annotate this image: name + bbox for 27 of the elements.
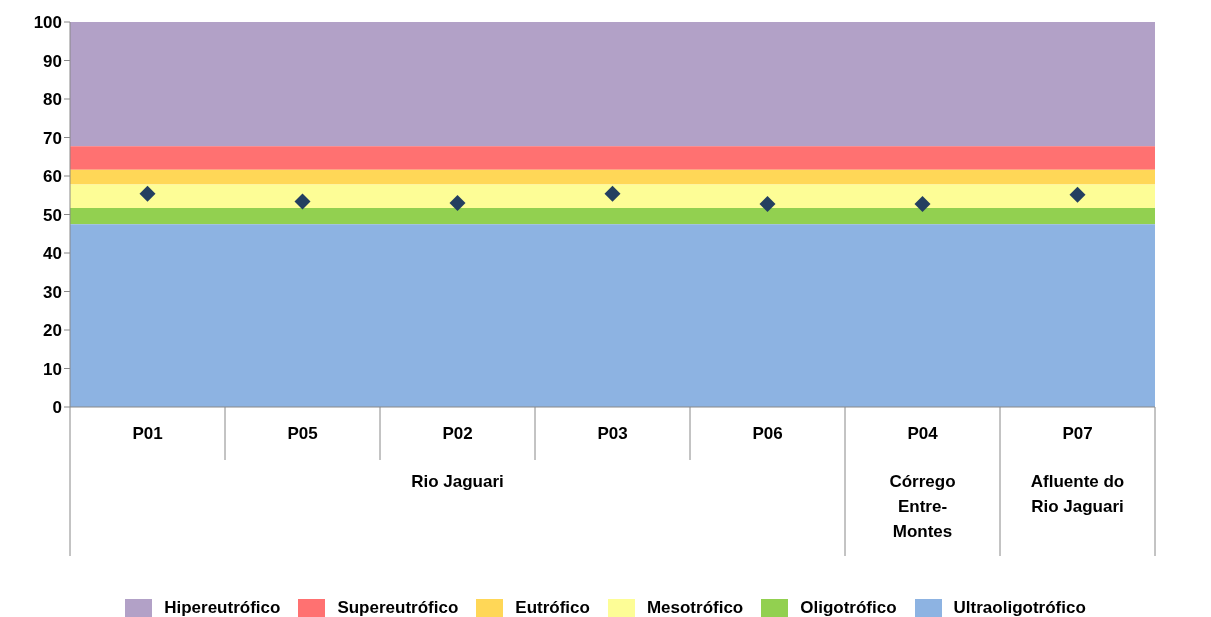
y-tick-label: 20 [43,321,62,341]
y-tick-label: 0 [52,398,62,418]
legend-label: Oligotrófico [800,598,897,617]
y-tick-label: 10 [43,359,62,379]
x-tick-label: P06 [752,424,783,443]
text: Córrego Entre-Montes [889,472,956,541]
y-tick-label: 30 [43,282,62,302]
y-tick-label: 80 [43,90,62,110]
x-tick-label: P07 [1062,424,1093,443]
text: Rio Jaguari [411,472,504,491]
y-tick-label: 70 [43,128,62,148]
y-tick-label: 100 [33,13,62,33]
x-tick-label: P02 [442,424,473,443]
legend-label: Eutrófico [515,598,590,617]
x-tick-label: P03 [597,424,628,443]
text: Afluente do Rio Jaguari [1030,472,1125,516]
y-tick-label: 40 [43,244,62,264]
y-tick-label: 60 [43,167,62,187]
x-tick-label: P01 [132,424,163,443]
legend-label: Supereutrófico [337,598,459,617]
x-tick-label: P04 [907,424,939,443]
legend-label: Hipereutrófico [164,598,281,617]
legend-label: Mesotrófico [646,598,744,617]
legend-label: Ultraoligotrófico [953,598,1086,617]
y-tick-label: 50 [43,205,62,225]
x-tick-label: P05 [287,424,318,443]
y-tick-label: 90 [43,51,62,71]
